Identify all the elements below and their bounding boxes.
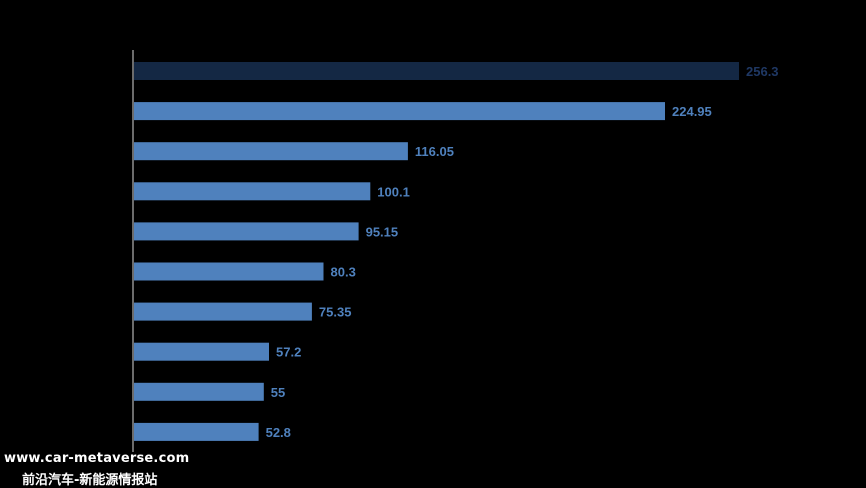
bar-9 xyxy=(134,382,264,401)
data-label-4: 100.1 xyxy=(377,184,410,199)
watermark-url: www.car-metaverse.com xyxy=(4,451,190,466)
data-label-2: 224.95 xyxy=(672,104,712,119)
data-label-8: 57.2 xyxy=(276,345,301,360)
data-label-6: 80.3 xyxy=(331,265,356,280)
bar-4 xyxy=(134,182,371,201)
data-label-7: 75.35 xyxy=(319,305,352,320)
data-label-10: 52.8 xyxy=(266,425,291,440)
data-label-9: 55 xyxy=(271,385,285,400)
data-label-1: 256.3 xyxy=(746,64,779,79)
watermark-caption: 前沿汽车-新能源情报站 xyxy=(22,473,158,488)
bar-1 xyxy=(134,62,739,80)
bar-2 xyxy=(134,102,665,121)
bar-5 xyxy=(134,222,359,241)
bar-3 xyxy=(134,142,408,161)
data-label-5: 95.15 xyxy=(366,224,399,239)
bar-7 xyxy=(134,302,312,321)
bar-8 xyxy=(134,342,269,361)
bar-6 xyxy=(134,262,324,281)
data-label-3: 116.05 xyxy=(415,144,454,159)
bar-10 xyxy=(134,422,259,441)
